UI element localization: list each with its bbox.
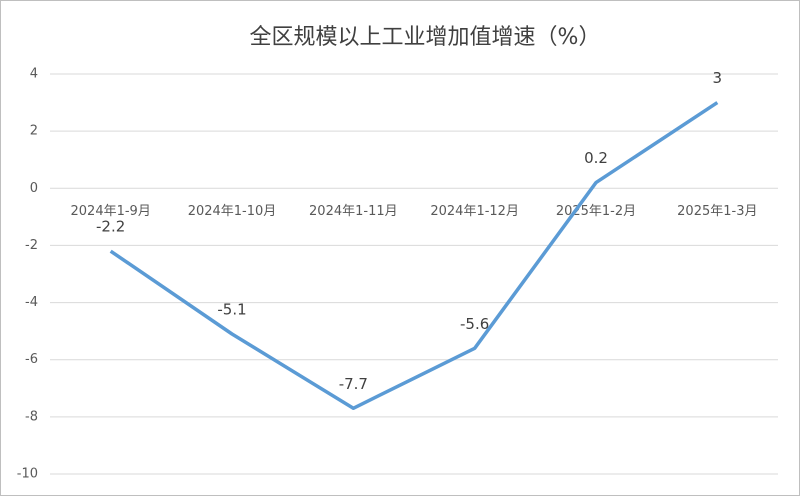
data-label: 0.2 — [584, 149, 608, 167]
y-tick-label: -10 — [17, 467, 38, 482]
x-tick-label: 2024年1-9月 — [71, 204, 151, 219]
y-tick-label: -4 — [25, 295, 38, 310]
x-tick-label: 2024年1-11月 — [309, 204, 398, 219]
y-tick-label: -6 — [25, 352, 38, 367]
data-label: -2.2 — [96, 218, 125, 236]
data-label: -5.1 — [217, 301, 246, 319]
data-label: -5.6 — [460, 315, 489, 333]
y-tick-label: -8 — [25, 409, 38, 424]
data-label: 3 — [713, 69, 723, 87]
series-line — [109, 101, 719, 411]
y-tick-label: -2 — [25, 238, 38, 253]
x-tick-label: 2024年1-12月 — [430, 204, 519, 219]
y-tick-label: 2 — [30, 124, 38, 139]
x-tick-label: 2024年1-10月 — [188, 204, 277, 219]
y-tick-label: 4 — [30, 67, 38, 82]
data-label: -7.7 — [339, 375, 368, 393]
x-tick-label: 2025年1-3月 — [677, 204, 757, 219]
x-tick-label: 2025年1-2月 — [556, 204, 636, 219]
chart-title: 全区规模以上工业增加值增速（%） — [250, 25, 601, 50]
y-tick-label: 0 — [30, 181, 38, 196]
